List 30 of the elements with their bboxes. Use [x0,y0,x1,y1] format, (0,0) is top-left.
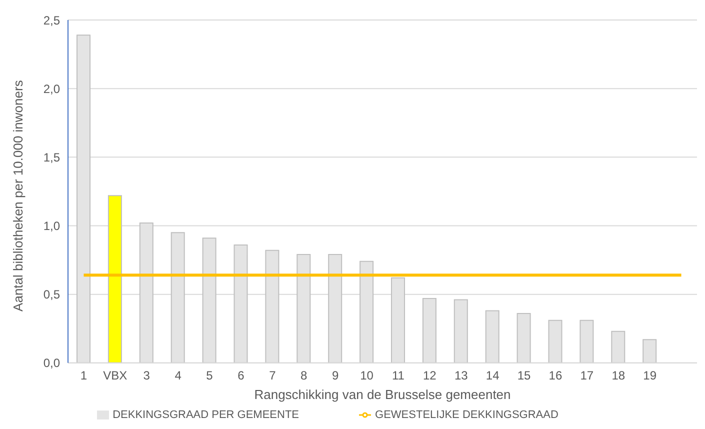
x-tick-label: 3 [143,368,150,382]
bar [108,195,122,363]
legend-label: GEWESTELIJKE DEKKINGSGRAAD [375,408,558,421]
x-tick-label: 6 [238,368,245,382]
x-tick-label: 1 [80,368,88,382]
x-tick-label: 5 [206,368,214,382]
x-tick-label: VBX [103,368,128,382]
x-tick-label: 15 [517,368,532,382]
x-axis-title: Rangschikking van de Brusselse gemeenten [254,386,511,402]
x-tick-label: 10 [360,368,374,382]
y-tick-label: 2,0 [43,82,60,96]
legend-label: DEKKINGSGRAAD PER GEMEENTE [112,408,300,421]
x-tick-label: 14 [486,368,500,382]
x-tick-label: 13 [454,368,468,382]
x-tick-label: 18 [612,368,626,382]
y-tick-label: 1,5 [43,150,60,164]
x-tick-label: 12 [422,368,437,382]
x-tick-label: 19 [643,368,657,382]
x-tick-label: 11 [392,368,405,382]
x-tick-label: 7 [269,368,276,382]
x-tick-label: 8 [300,368,308,382]
x-tick-label: 17 [580,368,594,382]
x-tick-label: 9 [332,368,339,382]
y-axis-title: Aantal bibliotheken per 10.000 inwoners [10,80,26,312]
x-tick-label: 16 [548,368,562,382]
y-tick-label: 0,0 [43,356,60,370]
y-tick-label: 0,5 [43,288,60,302]
x-tick-label: 4 [174,368,182,382]
y-tick-label: 1,0 [43,219,60,234]
y-tick-label: 2,5 [43,13,60,28]
